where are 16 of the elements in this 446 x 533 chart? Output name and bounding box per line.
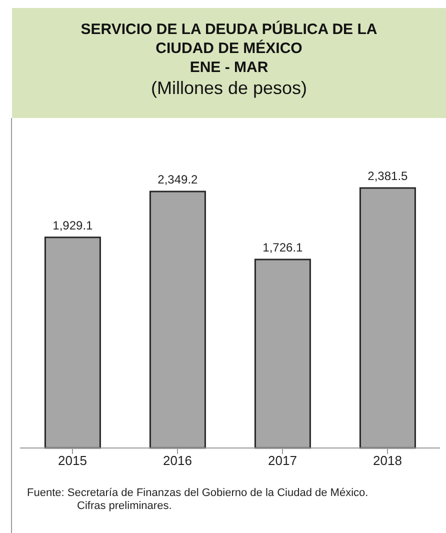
source-note: Fuente: Secretaría de Finanzas del Gobierno de la Ciudad de México. [27, 487, 368, 500]
bar [44, 236, 101, 449]
data-label: 1,726.1 [262, 240, 304, 255]
data-label: 1,929.1 [52, 218, 94, 232]
x-tick-label: 2016 [163, 453, 192, 468]
x-tick-label: 2018 [373, 453, 402, 468]
data-label: 2,349.2 [158, 172, 198, 187]
x-tick-label: 2015 [58, 453, 87, 468]
chart-title: SERVICIO DE LA DEUDA PÚBLICA DE LA CIUDAD DE MÉXICO ENE - MAR [80, 20, 378, 77]
text: Cifras preliminares. [76, 500, 173, 513]
bar [359, 187, 416, 449]
bar [254, 258, 311, 449]
data-label: 2,381.5 [368, 169, 408, 183]
bar [149, 190, 206, 449]
chart-subtitle: (Millones de pesos) [150, 77, 308, 99]
x-tick-label: 2017 [268, 453, 297, 468]
